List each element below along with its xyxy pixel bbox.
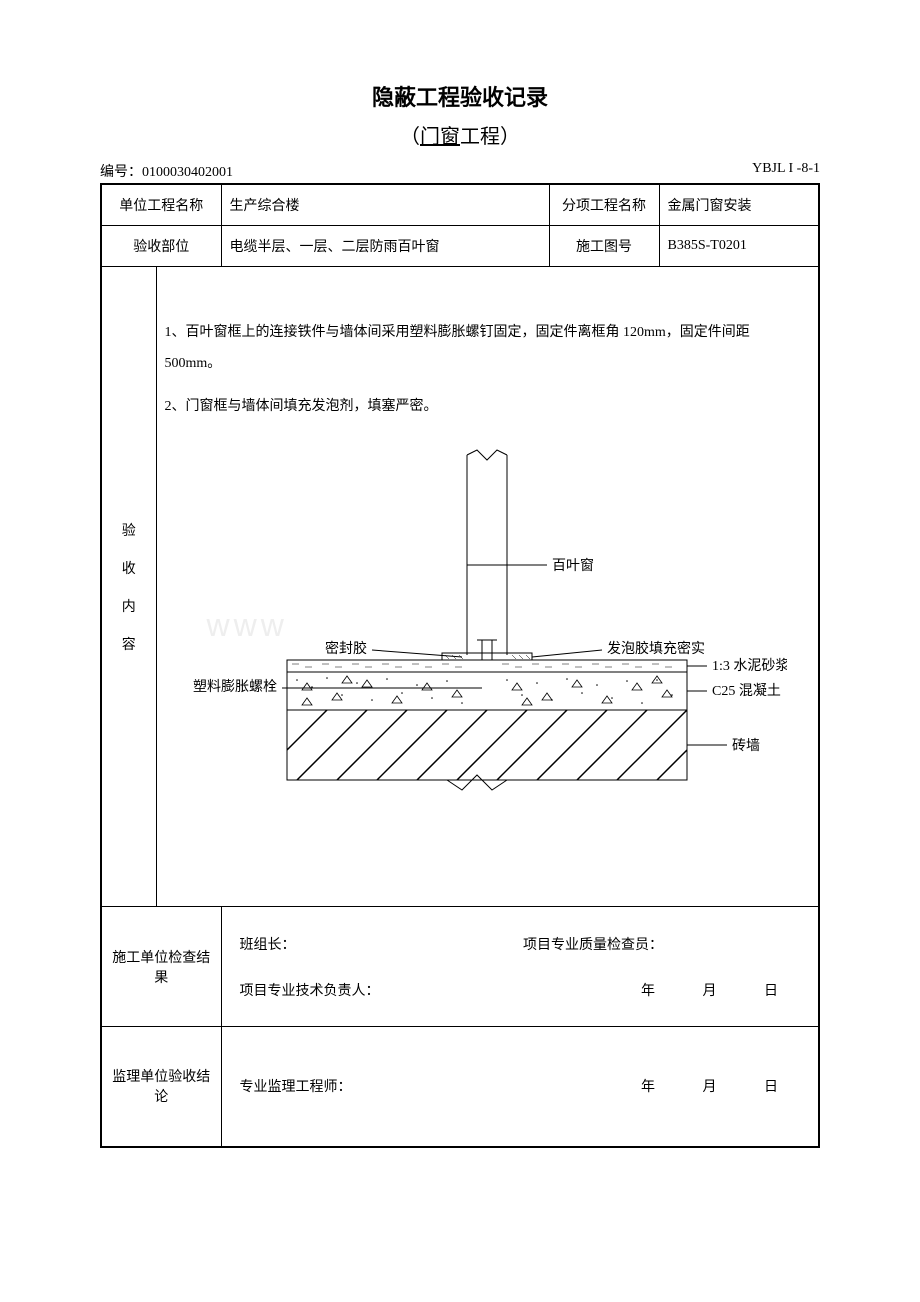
- table-row: 监理单位验收结论 专业监理工程师： 年 月 日: [101, 1027, 819, 1147]
- content-cell: 1、百叶窗框上的连接铁件与墙体间采用塑料膨胀螺钉固定，固定件离框角 120mm，…: [156, 267, 819, 907]
- subtitle-prefix: （: [400, 126, 420, 148]
- label-baiye: 百叶窗: [552, 557, 594, 574]
- value-subitem: 金属门窗安装: [659, 184, 819, 226]
- label-c25: C25 混凝土: [712, 683, 781, 699]
- content-side-label: 验 收 内 容: [101, 267, 156, 907]
- value-accept-part: 电缆半层、一层、二层防雨百叶窗: [221, 226, 549, 267]
- sign2-cell: 专业监理工程师： 年 月 日: [221, 1027, 819, 1147]
- diagram-svg: 百叶窗 密封胶: [187, 435, 787, 855]
- label-accept-part: 验收部位: [101, 226, 221, 267]
- subtitle-underlined: 门窗: [420, 126, 460, 148]
- content-line2: 2、门窗框与墙体间填充发泡剂，填塞严密。: [165, 392, 811, 423]
- table-row: 验 收 内 容 1、百叶窗框上的连接铁件与墙体间采用塑料膨胀螺钉固定，固定件离框…: [101, 267, 819, 907]
- sign1-date: 年 月 日: [641, 980, 800, 1000]
- doc-subtitle: （门窗工程）: [100, 120, 820, 149]
- form-code: YBJL I -8-1: [752, 161, 820, 181]
- code-label: 编号：: [100, 165, 142, 180]
- code-value: 0100030402001: [142, 165, 233, 180]
- code-block: 编号：0100030402001: [100, 161, 233, 181]
- label-drawing-no: 施工图号: [549, 226, 659, 267]
- sign1-line1: 班组长： 项目专业质量检查员：: [240, 934, 801, 954]
- label-mifengjiao: 密封胶: [325, 640, 367, 657]
- label-unit-project: 单位工程名称: [101, 184, 221, 226]
- sign1-side-label: 施工单位检查结果: [101, 907, 221, 1027]
- sign2-line: 专业监理工程师： 年 月 日: [240, 1076, 801, 1096]
- side-char: 内: [110, 596, 148, 616]
- sign2-field1: 专业监理工程师：: [240, 1080, 352, 1095]
- table-row: 施工单位检查结果 班组长： 项目专业质量检查员： 项目专业技术负责人： 年 月 …: [101, 907, 819, 1027]
- side-char: 验: [110, 520, 148, 540]
- sign1-cell: 班组长： 项目专业质量检查员： 项目专业技术负责人： 年 月 日: [221, 907, 819, 1027]
- subtitle-suffix: 工程）: [460, 126, 520, 148]
- side-char: 容: [110, 634, 148, 654]
- sign2-side-label: 监理单位验收结论: [101, 1027, 221, 1147]
- table-row: 验收部位 电缆半层、一层、二层防雨百叶窗 施工图号 B385S-T0201: [101, 226, 819, 267]
- sign1-field3: 项目专业技术负责人：: [240, 984, 380, 999]
- header-row: 编号：0100030402001 YBJL I -8-1: [100, 161, 820, 181]
- table-row: 单位工程名称 生产综合楼 分项工程名称 金属门窗安装: [101, 184, 819, 226]
- sign1-field1: 班组长：: [240, 934, 520, 954]
- label-zhuanqiang: 砖墙: [732, 738, 760, 754]
- side-char: 收: [110, 558, 148, 578]
- label-subitem: 分项工程名称: [549, 184, 659, 226]
- content-line1: 1、百叶窗框上的连接铁件与墙体间采用塑料膨胀螺钉固定，固定件离框角 120mm，…: [165, 318, 811, 380]
- doc-title: 隐蔽工程验收记录: [100, 80, 820, 112]
- value-drawing-no: B385S-T0201: [659, 226, 819, 267]
- sign1-line2: 项目专业技术负责人： 年 月 日: [240, 980, 801, 1000]
- label-shuini: 1:3 水泥砂浆: [712, 658, 787, 674]
- main-table: 单位工程名称 生产综合楼 分项工程名称 金属门窗安装 验收部位 电缆半层、一层、…: [100, 183, 820, 1148]
- sign1-field2: 项目专业质量检查员：: [523, 938, 663, 953]
- diagram-container: 百叶窗 密封胶: [165, 435, 811, 855]
- label-pengzhang: 塑料膨胀螺栓: [193, 678, 277, 695]
- label-fapao: 发泡胶填充密实: [607, 640, 705, 657]
- sign2-date: 年 月 日: [641, 1076, 800, 1096]
- value-unit-project: 生产综合楼: [221, 184, 549, 226]
